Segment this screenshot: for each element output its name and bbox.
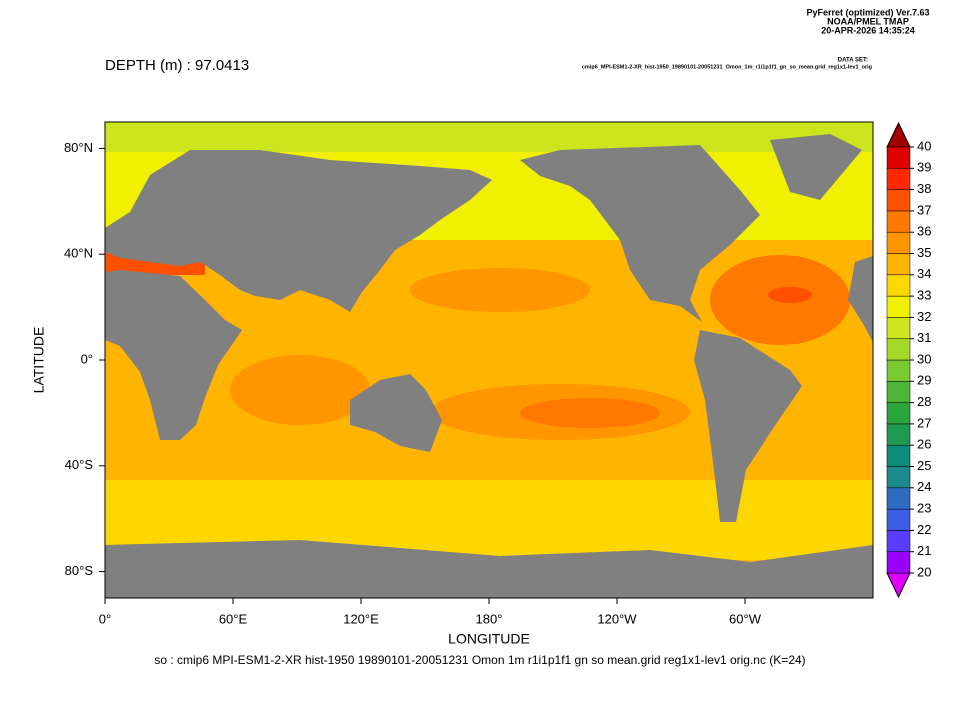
- colorbar-box: [886, 295, 911, 318]
- colorbar-box: [886, 359, 911, 382]
- colorbar-box: [886, 317, 911, 339]
- colorbar-box: [886, 210, 911, 233]
- colorbar-label: 32: [917, 309, 931, 324]
- colorbar-box: [886, 402, 911, 425]
- chart-title: DEPTH (m) : 97.0413: [105, 57, 249, 74]
- organization: NOAA/PMEL TMAP: [827, 16, 909, 26]
- land-antarctica: [105, 540, 873, 598]
- colorbar-label: 34: [917, 266, 931, 281]
- dataset: cmip6_MPI-ESM1-2-XR_hist-1950_19890101-2…: [582, 64, 872, 70]
- map: [104, 121, 874, 599]
- x-tick-label: 60°E: [219, 611, 248, 626]
- colorbar-label: 40: [917, 138, 931, 153]
- y-tick-label: 80°S: [65, 563, 94, 578]
- y-tick-label: 0°: [81, 351, 93, 366]
- colorbar-box: [886, 168, 911, 190]
- program: PyFerret (optimized) Ver.7.63: [806, 7, 929, 17]
- colorbar-label: 25: [917, 458, 931, 473]
- x-tick-label: 120°W: [597, 611, 637, 626]
- land-south-america: [694, 330, 802, 522]
- ocean-pacific-north: [410, 268, 590, 312]
- colorbar-label: 22: [917, 522, 931, 537]
- colorbar-label: 20: [917, 564, 931, 579]
- colorbar-box: [886, 466, 911, 489]
- colorbar-label: 37: [917, 202, 931, 217]
- colorbar-label: 21: [917, 543, 931, 558]
- colorbar-label: 33: [917, 288, 931, 303]
- timestamp: 20-APR-2026 14:35:24: [821, 25, 915, 35]
- dataset-label: DATA SET:: [838, 58, 868, 64]
- colorbar-label: 28: [917, 394, 931, 409]
- colorbar-label: 29: [917, 373, 931, 388]
- colorbar-box: [886, 146, 911, 169]
- land-greenland: [770, 134, 862, 200]
- colorbar-box: [886, 189, 911, 212]
- colorbar-label: 39: [917, 160, 931, 175]
- colorbar-box: [886, 508, 911, 531]
- colorbar-box: [886, 253, 911, 276]
- colorbar-box: [886, 274, 911, 297]
- land-africa: [105, 270, 242, 440]
- y-tick-label: 40°N: [64, 246, 93, 261]
- x-tick-label: 120°E: [343, 611, 379, 626]
- colorbar-box: [886, 444, 911, 467]
- colorbar-box: [886, 381, 911, 403]
- colorbar-box: [886, 231, 911, 254]
- colorbar-label: 26: [917, 437, 931, 452]
- colorbar-box: [886, 487, 911, 510]
- y-axis-label: LATITUDE: [31, 327, 47, 394]
- x-tick-label: 180°: [476, 611, 503, 626]
- x-tick-label: 60°W: [729, 611, 762, 626]
- footer: so : cmip6 MPI-ESM1-2-XR hist-1950 19890…: [154, 653, 805, 667]
- y-tick-label: 40°S: [65, 457, 94, 472]
- land-australia: [350, 374, 442, 452]
- colorbar-under: [886, 572, 911, 599]
- colorbar-label: 27: [917, 415, 931, 430]
- ocean-arctic: [105, 122, 873, 152]
- colorbar-box: [886, 530, 911, 552]
- colorbar-label: 31: [917, 330, 931, 345]
- colorbar-label: 23: [917, 501, 931, 516]
- x-axis-label: LONGITUDE: [448, 631, 530, 647]
- ocean-atlantic-max: [768, 287, 812, 303]
- colorbar-label: 38: [917, 181, 931, 196]
- colorbar-over: [886, 121, 911, 148]
- colorbar-box: [886, 338, 911, 361]
- colorbar-label: 30: [917, 351, 931, 366]
- colorbar-box: [886, 423, 911, 446]
- colorbar-label: 24: [917, 479, 931, 494]
- x-tick-label: 0°: [99, 611, 111, 626]
- land-eurasia: [105, 150, 492, 312]
- colorbar-label: 36: [917, 224, 931, 239]
- y-tick-label: 80°N: [64, 140, 93, 155]
- colorbar-label: 35: [917, 245, 931, 260]
- colorbar-box: [886, 551, 911, 574]
- ocean-indian: [230, 355, 370, 425]
- land-north-america: [520, 145, 760, 322]
- land-west-africa: [848, 256, 873, 342]
- ocean-pacific-max: [520, 398, 660, 428]
